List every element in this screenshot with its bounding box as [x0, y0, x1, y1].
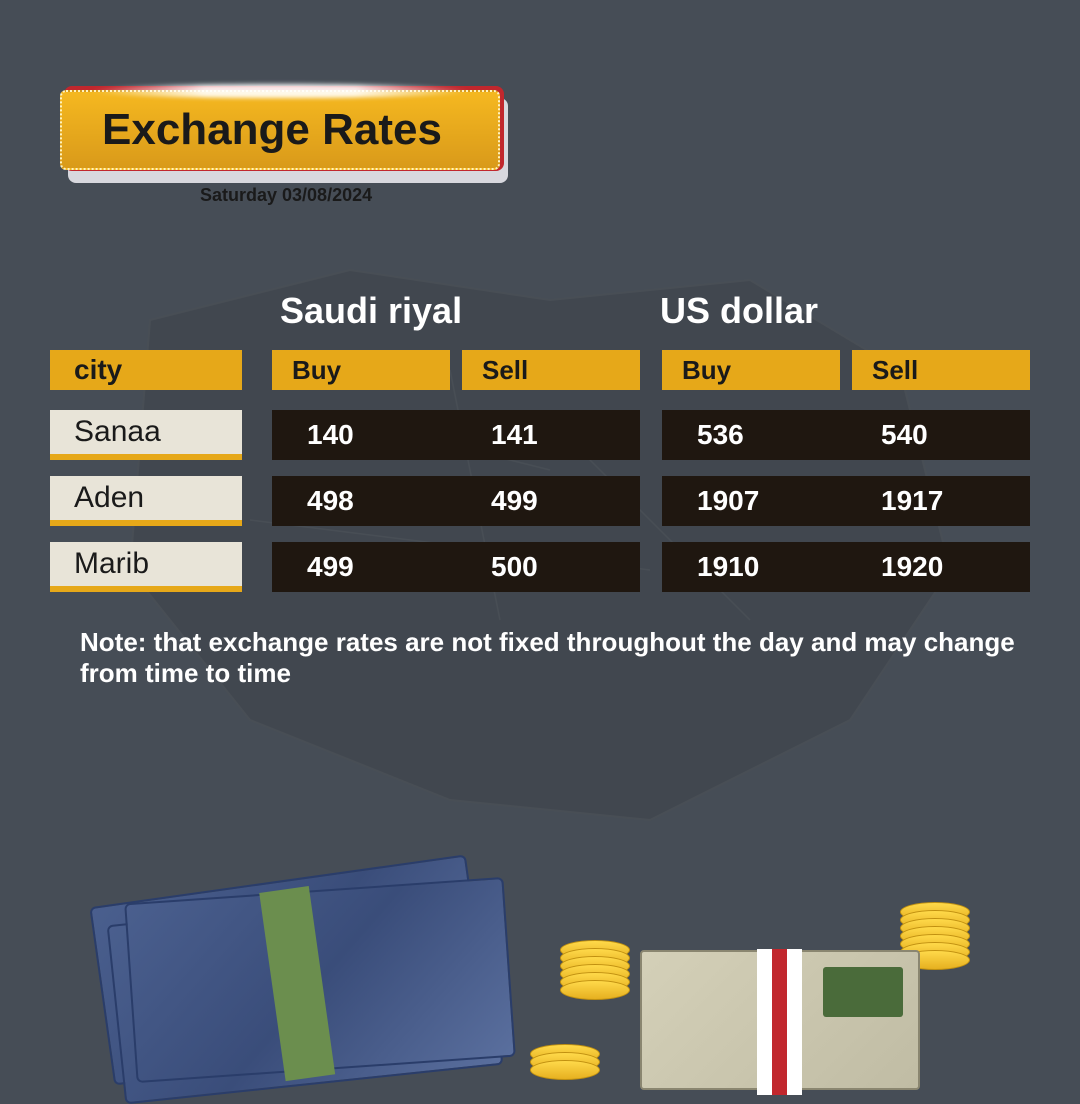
table-row: Sanaa 140 141 536 540: [50, 410, 1030, 460]
table-row: Marib 499 500 1910 1920: [50, 542, 1030, 592]
disclaimer-note: Note: that exchange rates are not fixed …: [50, 627, 1030, 689]
rate-cell: 141: [456, 419, 640, 451]
money-decoration: [100, 840, 980, 1100]
dollar-sell-header: Sell: [852, 350, 1030, 390]
rate-cell: 499: [272, 551, 456, 583]
rate-cell: 498: [272, 485, 456, 517]
rate-cell: 140: [272, 419, 456, 451]
rate-cell: 1920: [846, 551, 1030, 583]
city-cell: Aden: [50, 476, 242, 526]
rate-cell: 540: [846, 419, 1030, 451]
table-row: Aden 498 499 1907 1917: [50, 476, 1030, 526]
rates-table: Saudi riyal US dollar city Buy Sell Buy …: [50, 290, 1030, 689]
title-banner: Exchange Rates: [60, 90, 500, 175]
rate-cell: 536: [662, 419, 846, 451]
rate-cell: 1910: [662, 551, 846, 583]
city-cell: Marib: [50, 542, 242, 592]
riyal-buy-header: Buy: [272, 350, 450, 390]
rate-cell: 499: [456, 485, 640, 517]
currency-header-riyal: Saudi riyal: [280, 290, 462, 331]
coin-stack-icon: [530, 1056, 600, 1080]
rate-cell: 500: [456, 551, 640, 583]
riyal-banknote-icon: [100, 880, 540, 1100]
date-label: Saturday 03/08/2024: [200, 185, 372, 206]
rate-cell: 1917: [846, 485, 1030, 517]
dollar-banknote-icon: [540, 860, 980, 1100]
coin-stack-icon: [560, 952, 630, 1000]
city-column-header: city: [50, 350, 242, 390]
rate-cell: 1907: [662, 485, 846, 517]
city-cell: Sanaa: [50, 410, 242, 460]
page-title: Exchange Rates: [102, 105, 442, 155]
riyal-sell-header: Sell: [462, 350, 640, 390]
currency-header-dollar: US dollar: [660, 290, 818, 331]
dollar-buy-header: Buy: [662, 350, 840, 390]
